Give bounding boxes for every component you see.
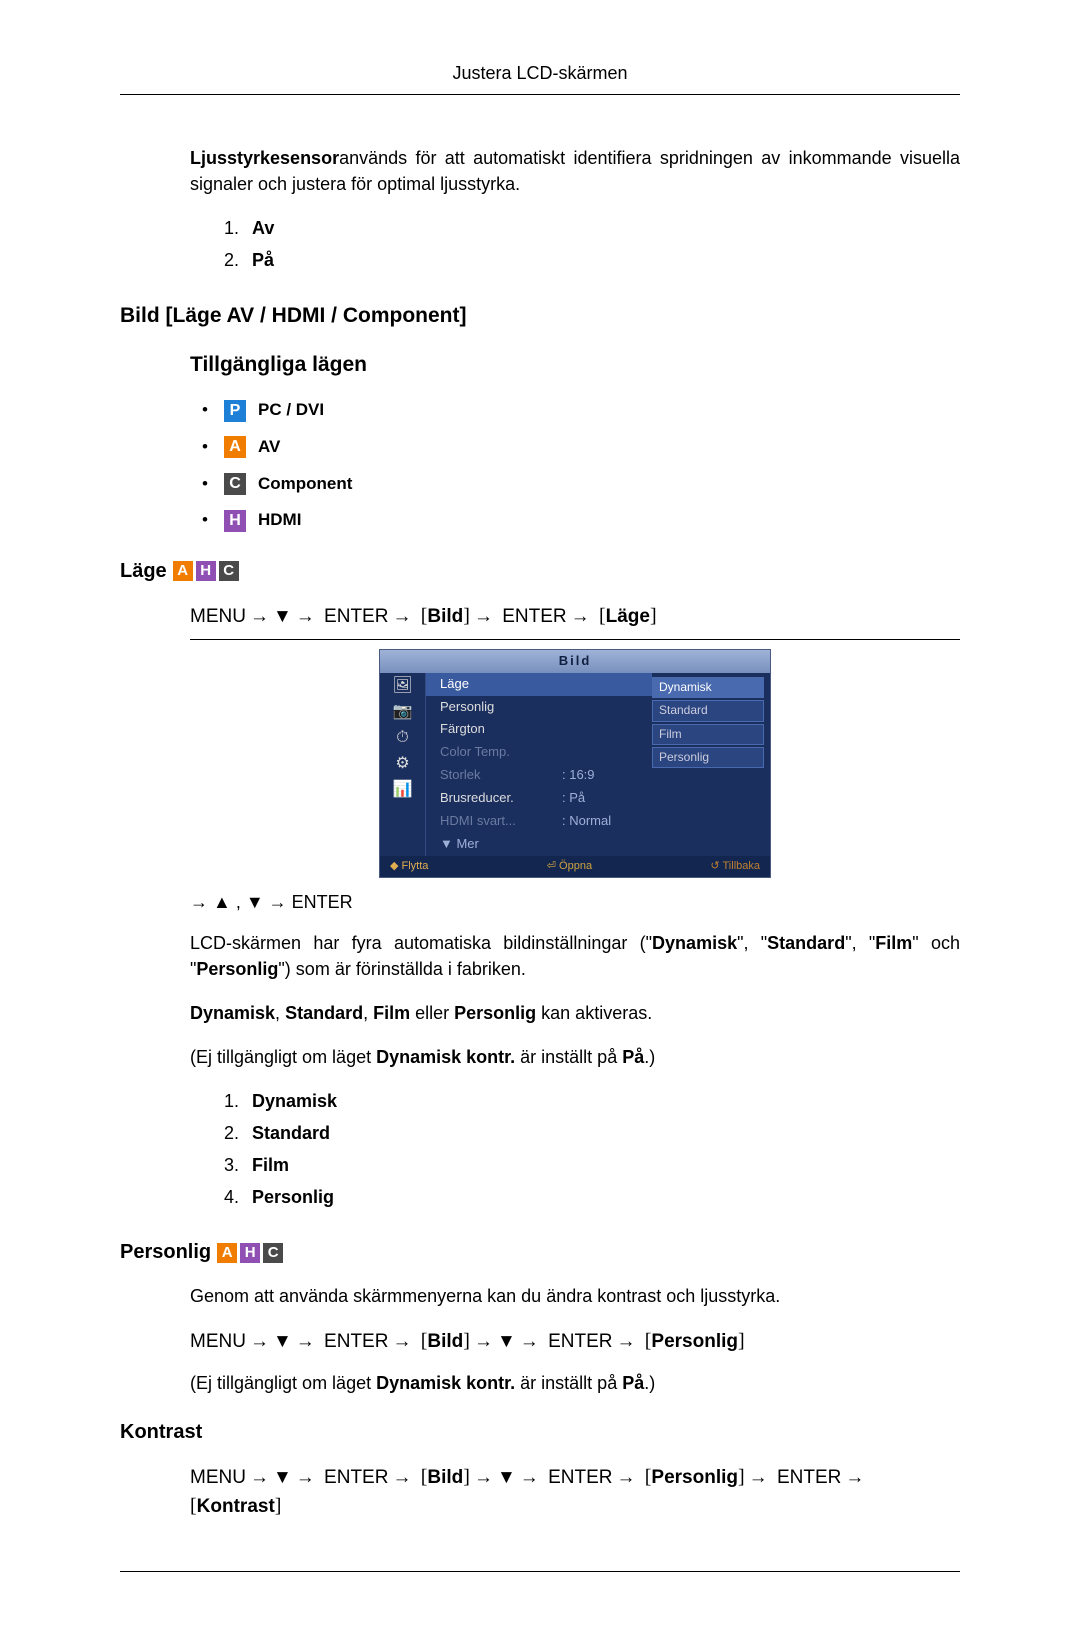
mode-icon-a: A [224,436,246,458]
osd-screenshot: Bild 🖼 📷 ⏱ ⚙ 📊 Läge Personlig Färgton Co… [190,650,960,878]
page-header: Justera LCD-skärmen [120,60,960,95]
icon-a: A [173,561,193,581]
osd-options: Dynamisk Standard Film Personlig [652,673,770,856]
lage-para3: (Ej tillgängligt om läget Dynamisk kontr… [190,1044,960,1070]
personlig-para1: Genom att använda skärmmenyerna kan du ä… [190,1283,960,1309]
section-bild-title: Bild [Läge AV / HDMI / Component] [120,301,960,331]
intro-bold: Ljusstyrkesensor [190,148,339,168]
personlig-icon-row: A H C [217,1243,283,1263]
nav-kontrast: MENU→▼→ ENTER→ [Bild]→▼→ ENTER→ [Personl… [190,1463,960,1521]
modes-list: •PPC / DVI •AAV •CComponent •HHDMI [202,398,960,533]
section-kontrast-title: Kontrast [120,1418,960,1447]
personlig-para3: (Ej tillgängligt om läget Dynamisk kontr… [190,1370,960,1396]
osd-title: Bild [380,650,770,673]
lage-options: 1.Dynamisk 2.Standard 3.Film 4.Personlig [224,1088,960,1210]
mode-label-h: HDMI [258,508,301,533]
icon-c: C [219,561,239,581]
intro-options: 1.Av 2.På [224,215,960,273]
mode-icon-p: P [224,400,246,422]
section-lage-title: Läge A H C [120,557,960,586]
nav-personlig: MENU→▼→ ENTER→ [Bild]→▼→ ENTER→ [Personl… [190,1327,960,1356]
footer-rule [120,1571,960,1572]
section-personlig-title: Personlig A H C [120,1238,960,1267]
lage-icon-row: A H C [173,561,239,581]
intro-opt-1: Av [252,218,274,238]
mode-label-a: AV [258,435,280,460]
icon-h: H [196,561,216,581]
nav-lage: MENU→▼→ ENTER→ [Bild]→ ENTER→ [Läge] [190,602,960,631]
lage-para1: LCD-skärmen har fyra automatiska bildins… [190,930,960,982]
intro-paragraph: Ljusstyrkesensoranvänds för att automati… [190,145,960,197]
osd-rows: Läge Personlig Färgton Color Temp. Storl… [426,673,652,856]
mode-label-p: PC / DVI [258,398,324,423]
osd-footer: ◆ Flytta⏎ Öppna↺ Tillbaka [380,856,770,878]
mode-icon-h: H [224,510,246,532]
nav-lage-2: → ▲ , ▼ → ENTER [190,889,960,915]
mode-label-c: Component [258,472,352,497]
intro-opt-2: På [252,250,274,270]
mode-icon-c: C [224,473,246,495]
osd-sidebar: 🖼 📷 ⏱ ⚙ 📊 [380,673,426,856]
lage-para2: Dynamisk, Standard, Film eller Personlig… [190,1000,960,1026]
section-modes-subtitle: Tillgängliga lägen [190,350,960,380]
